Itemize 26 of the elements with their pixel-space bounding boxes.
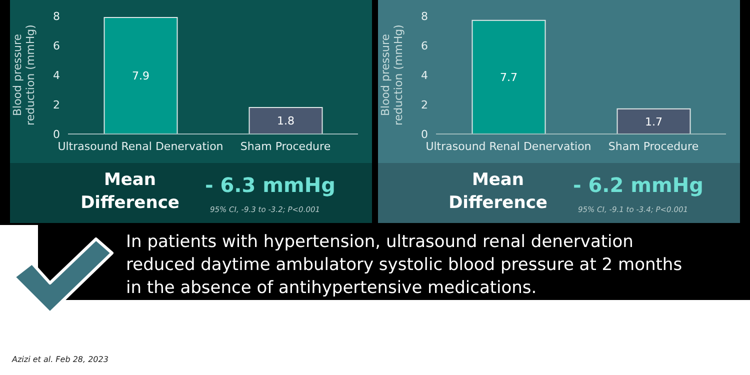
x-tick-label: Ultrasound Renal Denervation xyxy=(426,140,592,153)
y-tick-label: 4 xyxy=(53,68,60,82)
text: Mean Difference xyxy=(448,169,548,215)
data-label: 1.8 xyxy=(277,114,294,128)
y-tick-label: 6 xyxy=(53,39,60,52)
data-label: 1.7 xyxy=(645,115,662,128)
text: - 6.2 mmHg xyxy=(573,173,704,197)
text: Azizi et al. Feb 28, 2023 xyxy=(12,355,108,364)
y-tick-label: 8 xyxy=(53,10,60,23)
y-tick-label: 2 xyxy=(421,98,428,112)
y-tick-label: 0 xyxy=(421,128,428,141)
text: In patients with hypertension, ultrasound renal denervation reduced daytime ambulatory systolic blood pressure at 2 months in the absence of antihypertensive medications. xyxy=(126,231,684,300)
y-axis-title: Blood pressure reduction (mmHg) xyxy=(11,24,38,128)
x-tick-label: Sham Procedure xyxy=(240,140,331,153)
y-tick-label: 6 xyxy=(421,39,428,52)
x-tick-label: Ultrasound Renal Denervation xyxy=(58,140,224,153)
y-tick-label: 2 xyxy=(53,98,60,112)
y-tick-label: 0 xyxy=(53,128,60,141)
data-label: 7.9 xyxy=(132,70,150,83)
y-tick-label: 8 xyxy=(421,10,428,23)
text: Mean Difference xyxy=(80,169,180,215)
data-label: 7.7 xyxy=(500,71,518,84)
y-axis-title: Blood pressure reduction (mmHg) xyxy=(379,24,406,128)
x-tick-label: Sham Procedure xyxy=(608,140,699,153)
y-tick-label: 4 xyxy=(421,68,428,82)
text: - 6.3 mmHg xyxy=(205,173,336,197)
